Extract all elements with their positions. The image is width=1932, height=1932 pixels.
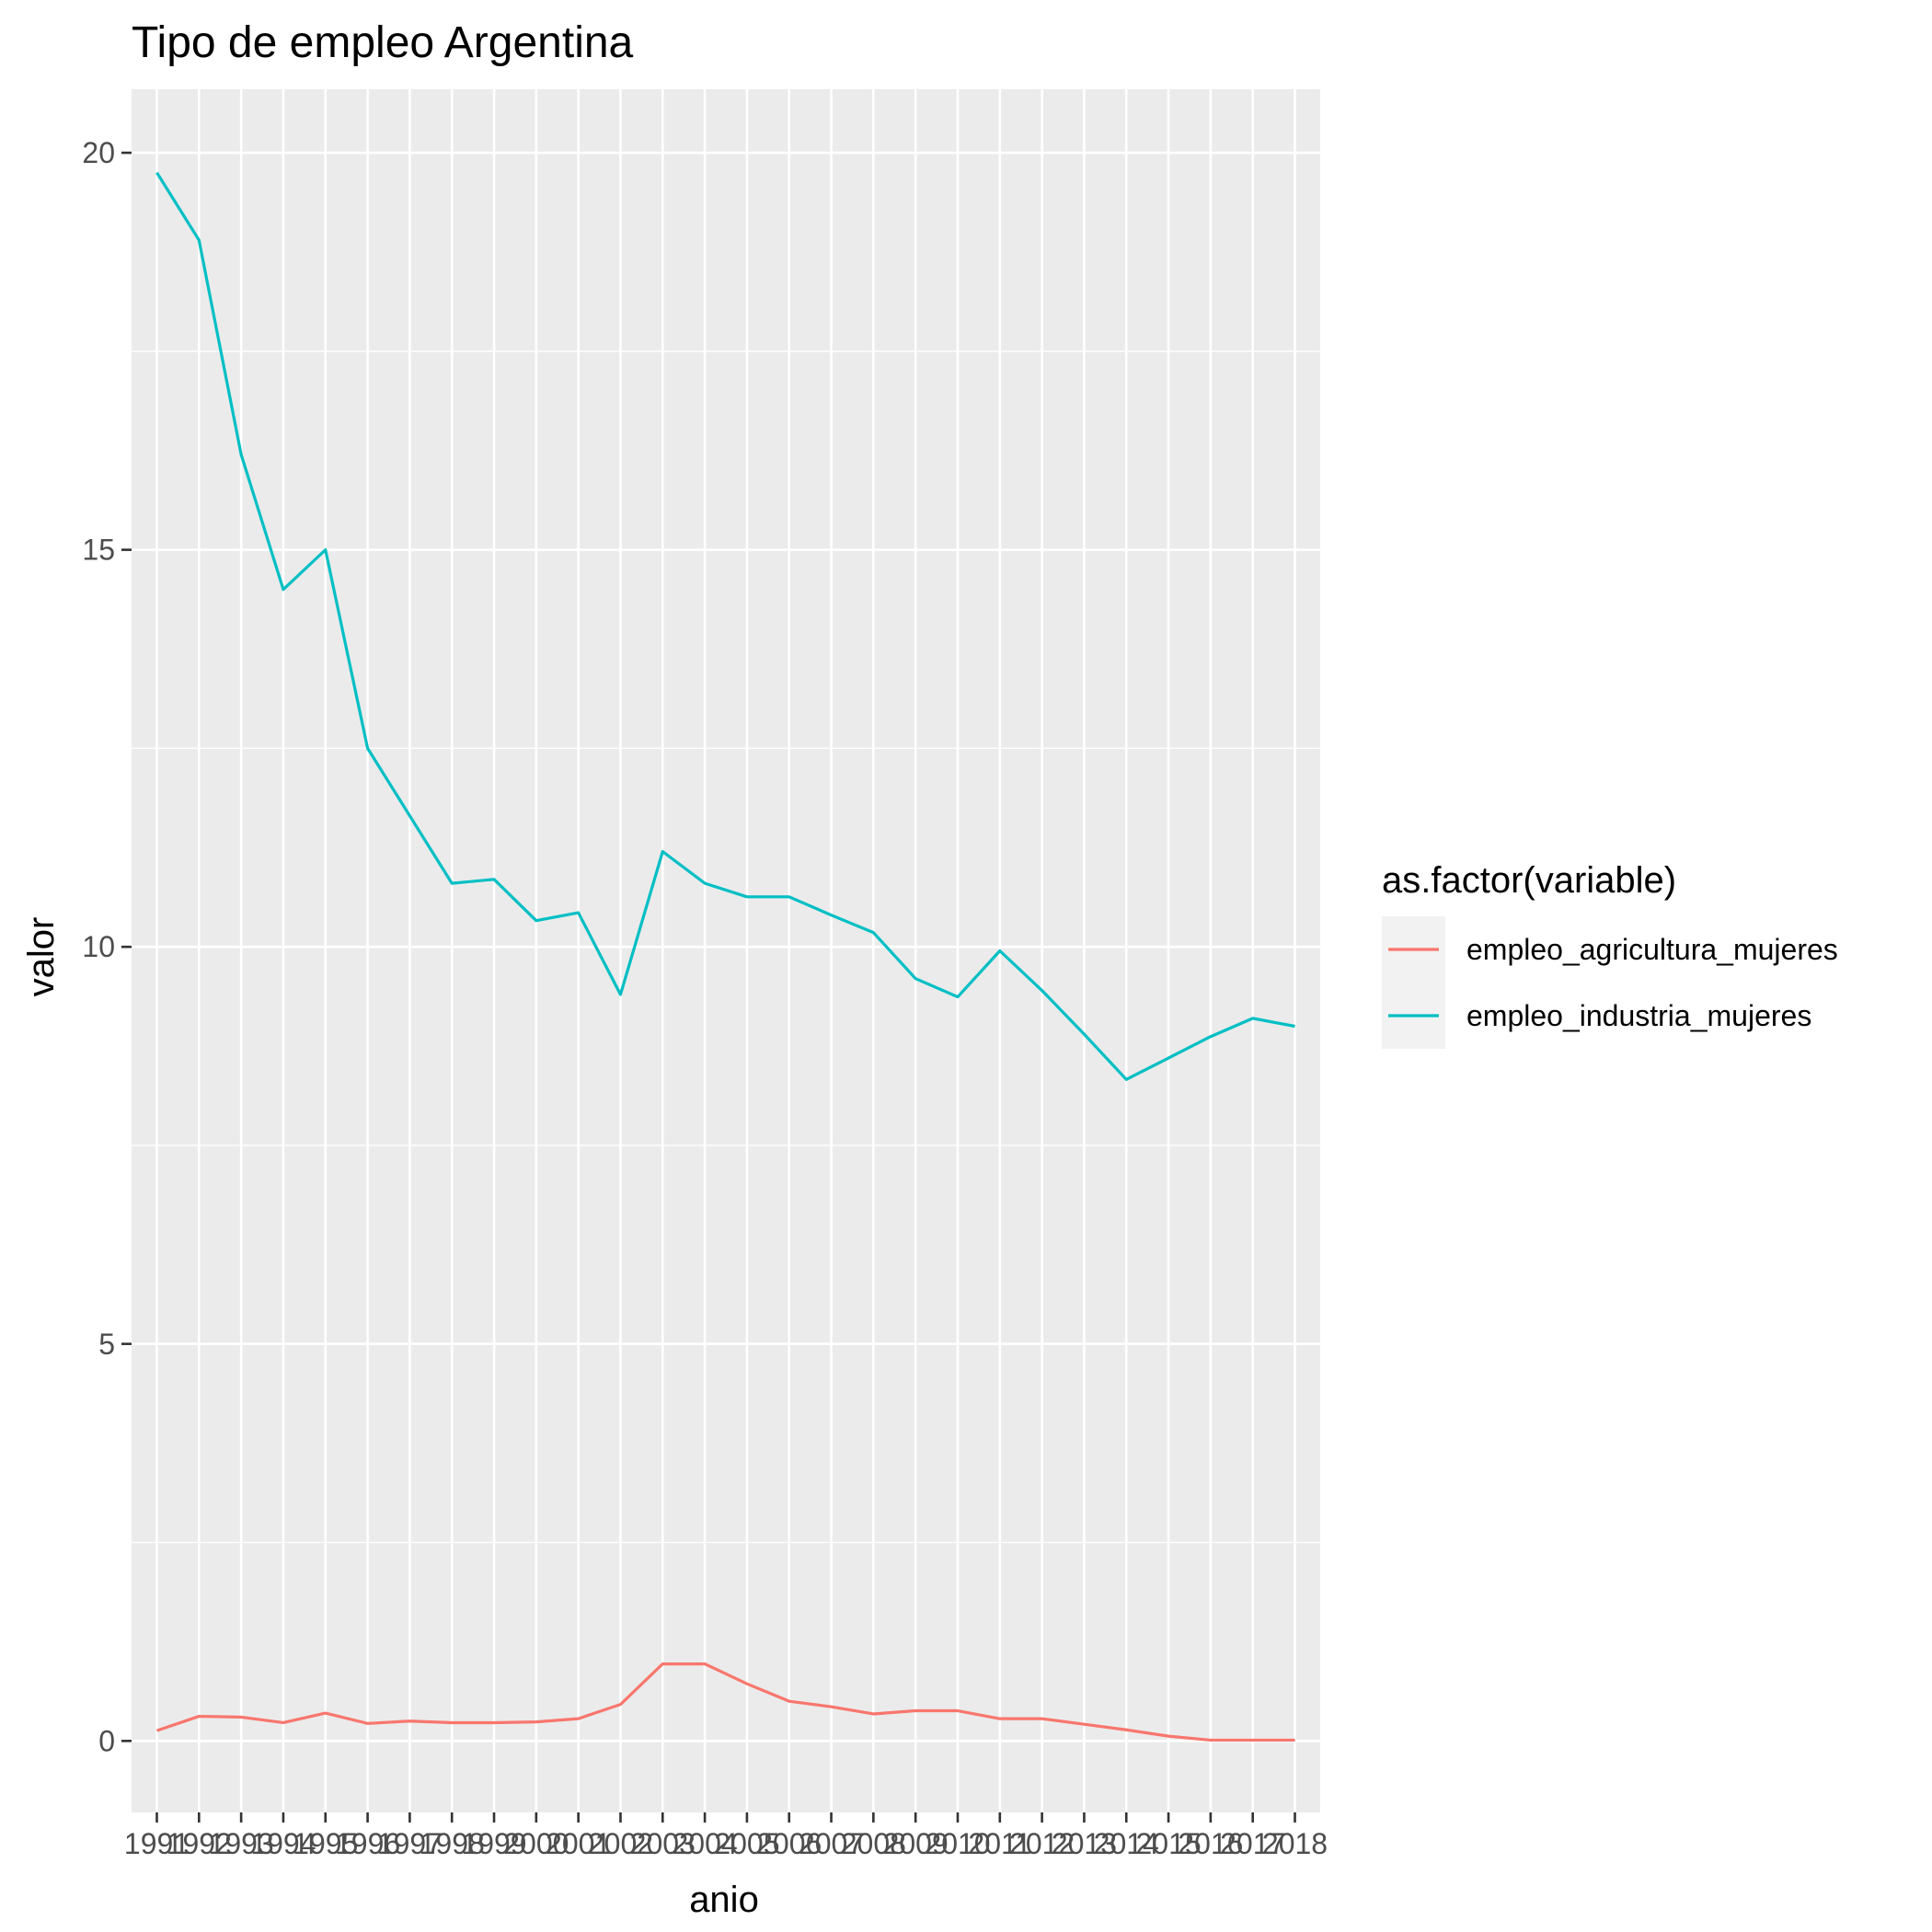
x-tick-label: 2001 xyxy=(546,1827,611,1860)
series-layer xyxy=(155,171,1295,1742)
x-tick-label: 2015 xyxy=(1135,1827,1201,1860)
legend-title: as.factor(variable) xyxy=(1382,860,1676,901)
x-tick-label: 1994 xyxy=(250,1827,316,1860)
x-tick-label: 1996 xyxy=(335,1827,400,1860)
x-tick-label: 1997 xyxy=(377,1827,443,1860)
x-tick-label: 2007 xyxy=(799,1827,864,1860)
x-tick-label: 2006 xyxy=(756,1827,822,1860)
x-tick-label: 2004 xyxy=(672,1827,737,1860)
x-tick-label: 2003 xyxy=(630,1827,696,1860)
y-axis: 0 5 10 15 20 xyxy=(82,136,132,1757)
x-tick-label: 2002 xyxy=(588,1827,653,1860)
x-tick-label: 2010 xyxy=(925,1827,990,1860)
series-line-empleo-agricultura-mujeres xyxy=(155,1662,1295,1742)
x-tick-label: 2013 xyxy=(1052,1827,1117,1860)
legend-label: empleo_agricultura_mujeres xyxy=(1466,933,1838,966)
x-axis-title: anio xyxy=(689,1880,759,1920)
grid-major xyxy=(132,89,1320,1812)
x-tick-label: 2017 xyxy=(1220,1827,1285,1860)
grid-minor xyxy=(132,351,1320,1544)
x-tick-label: 2008 xyxy=(841,1827,906,1860)
x-tick-label: 2016 xyxy=(1178,1827,1243,1860)
x-tick-label: 2014 xyxy=(1094,1827,1159,1860)
x-tick-label: 1992 xyxy=(167,1827,232,1860)
chart-title: Tipo de empleo Argentina xyxy=(132,18,634,67)
series-line-empleo-industria-mujeres xyxy=(155,171,1295,1081)
x-tick-label: 2012 xyxy=(1009,1827,1075,1860)
y-axis-title: valor xyxy=(21,917,62,997)
plot-panel xyxy=(132,89,1320,1812)
x-tick-label: 2018 xyxy=(1262,1827,1328,1860)
x-tick-label: 1998 xyxy=(420,1827,485,1860)
x-tick-label: 2000 xyxy=(503,1827,569,1860)
y-tick-label: 15 xyxy=(82,534,115,567)
x-tick-label: 1999 xyxy=(461,1827,526,1860)
y-tick-label: 5 xyxy=(98,1328,115,1361)
x-tick-label: 2005 xyxy=(714,1827,779,1860)
x-tick-label: 1991 xyxy=(124,1827,190,1860)
x-tick-label: 1995 xyxy=(293,1827,358,1860)
legend-key-background xyxy=(1382,916,1445,1049)
x-tick-label: 2009 xyxy=(883,1827,949,1860)
x-axis: 1991199219931994199519961997199819992000… xyxy=(124,1812,1328,1860)
y-tick-label: 10 xyxy=(82,930,115,963)
x-tick-label: 1993 xyxy=(209,1827,274,1860)
x-tick-label: 2011 xyxy=(968,1827,1031,1860)
legend: as.factor(variable) empleo_agricultura_m… xyxy=(1382,860,1838,1049)
y-tick-label: 20 xyxy=(82,136,115,169)
y-tick-label: 0 xyxy=(98,1724,115,1757)
legend-label: empleo_industria_mujeres xyxy=(1466,999,1811,1032)
